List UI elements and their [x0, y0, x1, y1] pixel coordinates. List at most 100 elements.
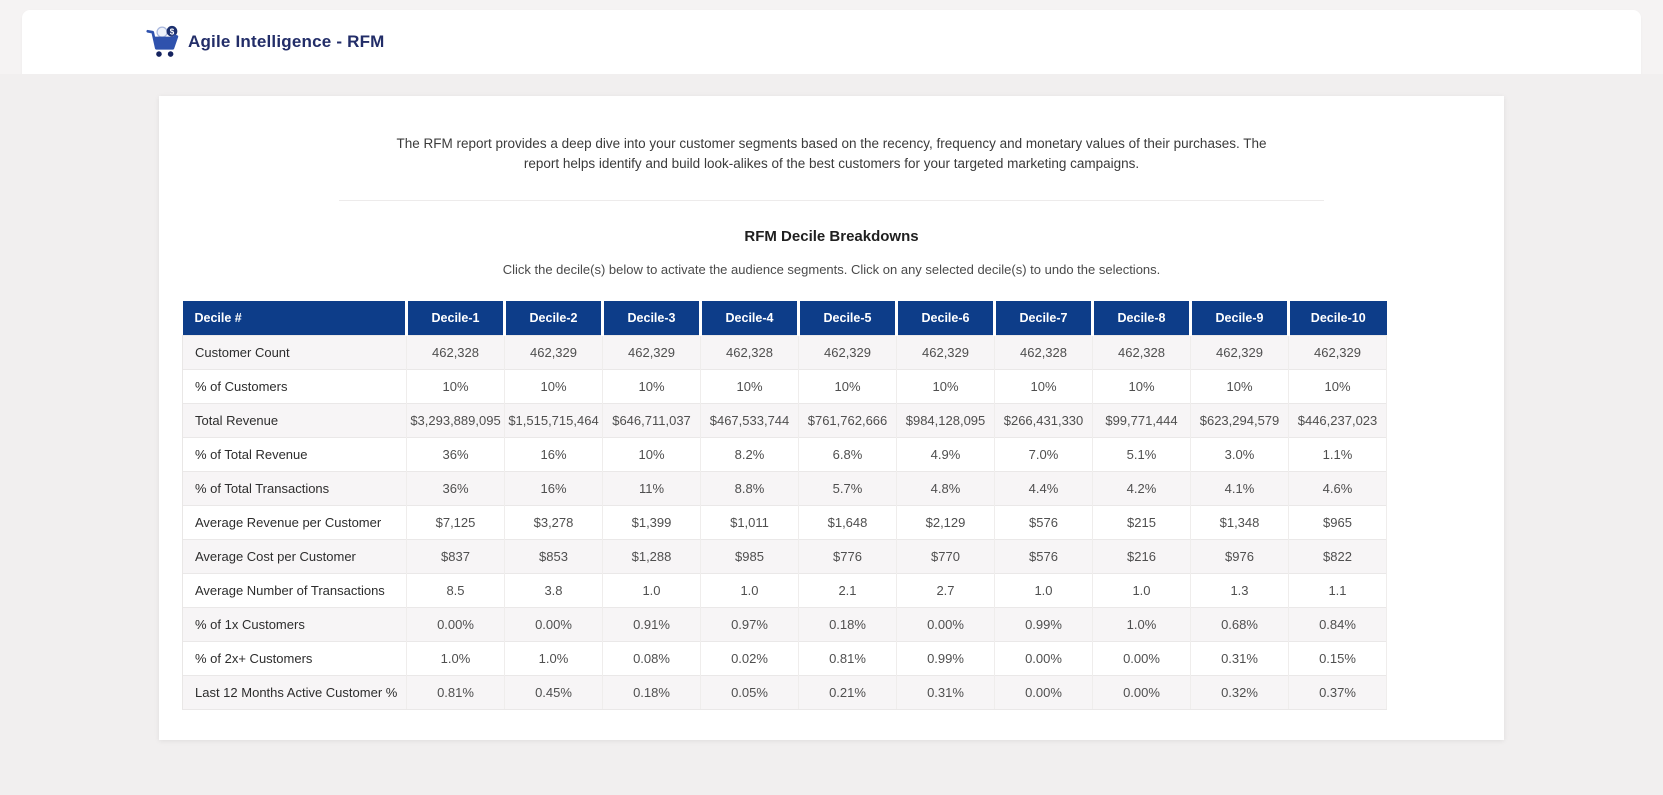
- cell-value: $576: [994, 538, 1093, 574]
- cell-value: 1.0%: [504, 640, 603, 676]
- report-card: The RFM report provides a deep dive into…: [159, 96, 1504, 740]
- cell-value: 1.0: [994, 572, 1093, 608]
- decile-header-decile-9[interactable]: Decile-9: [1189, 301, 1289, 336]
- cell-value: 0.45%: [504, 674, 603, 710]
- cell-value: 0.00%: [406, 606, 505, 642]
- cell-value: 462,328: [700, 334, 799, 370]
- cell-value: $965: [1288, 504, 1387, 540]
- cell-value: 0.08%: [602, 640, 701, 676]
- table-row: % of 2x+ Customers 1.0% 1.0% 0.08% 0.02% 0.81…: [182, 640, 1387, 676]
- cell-value: 10%: [602, 436, 701, 472]
- cell-value: 462,328: [1092, 334, 1191, 370]
- cell-value: $822: [1288, 538, 1387, 574]
- row-label: Average Number of Transactions: [182, 572, 407, 608]
- cell-value: $3,278: [504, 504, 603, 540]
- cell-value: 4.1%: [1190, 470, 1289, 506]
- table-row: % of Total Revenue 36% 16% 10% 8.2% 6.8% 4.9% 7…: [182, 436, 1387, 472]
- cell-value: $1,399: [602, 504, 701, 540]
- cell-value: $623,294,579: [1190, 402, 1289, 438]
- cell-value: 0.97%: [700, 606, 799, 642]
- cell-value: 0.00%: [1092, 674, 1191, 710]
- cell-value: 0.00%: [994, 640, 1093, 676]
- cell-value: $837: [406, 538, 505, 574]
- cell-value: $446,237,023: [1288, 402, 1387, 438]
- cell-value: 0.99%: [896, 640, 995, 676]
- cell-value: 0.31%: [896, 674, 995, 710]
- cell-value: $2,129: [896, 504, 995, 540]
- cell-value: 10%: [406, 368, 505, 404]
- row-label: Average Cost per Customer: [182, 538, 407, 574]
- cell-value: 10%: [1288, 368, 1387, 404]
- cell-value: $1,515,715,464: [504, 402, 603, 438]
- cell-value: 5.1%: [1092, 436, 1191, 472]
- cell-value: 10%: [1092, 368, 1191, 404]
- cell-value: 0.81%: [406, 674, 505, 710]
- cell-value: 4.2%: [1092, 470, 1191, 506]
- cell-value: 0.00%: [896, 606, 995, 642]
- row-label: % of 2x+ Customers: [182, 640, 407, 676]
- section-title: RFM Decile Breakdowns: [744, 228, 919, 246]
- table-header: Decile # Decile-1 Decile-2 Decile-3 Decile-4…: [182, 301, 1387, 336]
- cell-value: $770: [896, 538, 995, 574]
- row-label: % of Total Revenue: [182, 436, 407, 472]
- table-body: Customer Count 462,328 462,329 462,329 462,3…: [182, 334, 1387, 710]
- decile-header-decile-7[interactable]: Decile-7: [993, 301, 1093, 336]
- cell-value: 2.1: [798, 572, 897, 608]
- cell-value: 16%: [504, 470, 603, 506]
- cell-value: $7,125: [406, 504, 505, 540]
- cell-value: 1.1%: [1288, 436, 1387, 472]
- row-label: Average Revenue per Customer: [182, 504, 407, 540]
- cell-value: 0.00%: [1092, 640, 1191, 676]
- decile-header-decile-6[interactable]: Decile-6: [895, 301, 995, 336]
- cell-value: 462,329: [798, 334, 897, 370]
- decile-header-decile-5[interactable]: Decile-5: [797, 301, 897, 336]
- cell-value: 1.0%: [1092, 606, 1191, 642]
- cell-value: 4.6%: [1288, 470, 1387, 506]
- cell-value: 4.4%: [994, 470, 1093, 506]
- cell-value: 36%: [406, 470, 505, 506]
- section-subtitle: Click the decile(s) below to activate th…: [502, 262, 1161, 278]
- decile-header-decile-10[interactable]: Decile-10: [1287, 301, 1387, 336]
- table-row: Total Revenue $3,293,889,095 $1,515,715,46…: [182, 402, 1387, 438]
- cell-value: $3,293,889,095: [406, 402, 505, 438]
- cell-value: 0.21%: [798, 674, 897, 710]
- cell-value: 10%: [602, 368, 701, 404]
- table-row: Last 12 Months Active Customer % 0.81% 0.4…: [182, 674, 1387, 710]
- table-row: % of Total Transactions 36% 16% 11% 8.8% 5.7%…: [182, 470, 1387, 506]
- cell-value: 0.15%: [1288, 640, 1387, 676]
- cell-value: 6.8%: [798, 436, 897, 472]
- cell-value: $99,771,444: [1092, 402, 1191, 438]
- decile-header-decile-4[interactable]: Decile-4: [699, 301, 799, 336]
- cell-value: 0.81%: [798, 640, 897, 676]
- cell-value: 10%: [896, 368, 995, 404]
- rfm-decile-table: Decile # Decile-1 Decile-2 Decile-3 Decile-4…: [182, 301, 1387, 710]
- cell-value: 0.18%: [798, 606, 897, 642]
- cell-value: $853: [504, 538, 603, 574]
- app-title: Agile Intelligence - RFM: [188, 32, 385, 51]
- table-container: Decile # Decile-1 Decile-2 Decile-3 Decile-4…: [182, 301, 1387, 710]
- table-header-row: Decile # Decile-1 Decile-2 Decile-3 Decile-4…: [182, 301, 1387, 336]
- decile-header-decile-8[interactable]: Decile-8: [1091, 301, 1191, 336]
- cell-value: $1,288: [602, 538, 701, 574]
- table-row: % of Customers 10% 10% 10% 10% 10% 10% 10% 10% 10…: [182, 368, 1387, 404]
- cell-value: 1.3: [1190, 572, 1289, 608]
- cell-value: 462,329: [602, 334, 701, 370]
- cell-value: $776: [798, 538, 897, 574]
- decile-header-decile-1[interactable]: Decile-1: [405, 301, 505, 336]
- decile-header-decile-3[interactable]: Decile-3: [601, 301, 701, 336]
- row-label: % of Total Transactions: [182, 470, 407, 506]
- cell-value: $215: [1092, 504, 1191, 540]
- cell-value: 10%: [994, 368, 1093, 404]
- cell-value: 0.37%: [1288, 674, 1387, 710]
- cell-value: 0.02%: [700, 640, 799, 676]
- cell-value: 0.91%: [602, 606, 701, 642]
- cell-value: 3.8: [504, 572, 603, 608]
- cell-value: 10%: [798, 368, 897, 404]
- report-description: The RFM report provides a deep dive into…: [396, 136, 1267, 171]
- cell-value: $216: [1092, 538, 1191, 574]
- decile-header-decile-2[interactable]: Decile-2: [503, 301, 603, 336]
- cell-value: 1.0: [700, 572, 799, 608]
- cell-value: 462,329: [504, 334, 603, 370]
- cell-value: 462,328: [406, 334, 505, 370]
